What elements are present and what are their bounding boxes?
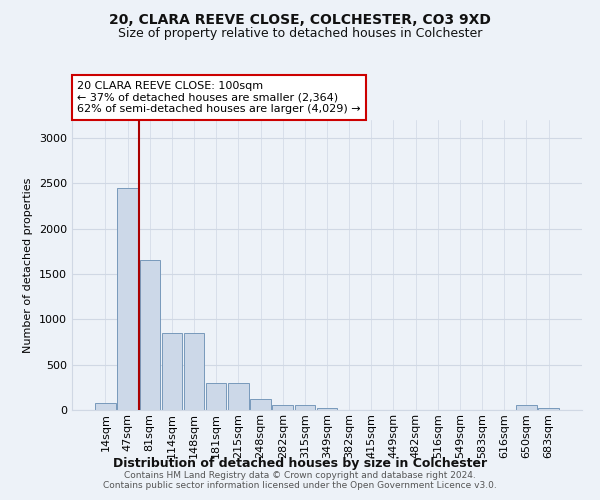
Y-axis label: Number of detached properties: Number of detached properties bbox=[23, 178, 34, 352]
Bar bbox=[161, 333, 182, 410]
Text: 20, CLARA REEVE CLOSE, COLCHESTER, CO3 9XD: 20, CLARA REEVE CLOSE, COLCHESTER, CO3 9… bbox=[109, 12, 491, 26]
Text: Contains HM Land Registry data © Crown copyright and database right 2024.
Contai: Contains HM Land Registry data © Crown c… bbox=[103, 470, 497, 490]
Bar bbox=[272, 406, 293, 410]
Bar bbox=[516, 406, 536, 410]
Bar bbox=[206, 383, 226, 410]
Bar bbox=[95, 403, 116, 410]
Bar bbox=[118, 188, 138, 410]
Bar bbox=[228, 383, 248, 410]
Text: 20 CLARA REEVE CLOSE: 100sqm
← 37% of detached houses are smaller (2,364)
62% of: 20 CLARA REEVE CLOSE: 100sqm ← 37% of de… bbox=[77, 81, 361, 114]
Bar bbox=[140, 260, 160, 410]
Bar bbox=[317, 408, 337, 410]
Bar bbox=[184, 333, 204, 410]
Text: Distribution of detached houses by size in Colchester: Distribution of detached houses by size … bbox=[113, 458, 487, 470]
Bar bbox=[295, 406, 315, 410]
Text: Size of property relative to detached houses in Colchester: Size of property relative to detached ho… bbox=[118, 28, 482, 40]
Bar bbox=[538, 408, 559, 410]
Bar bbox=[250, 398, 271, 410]
